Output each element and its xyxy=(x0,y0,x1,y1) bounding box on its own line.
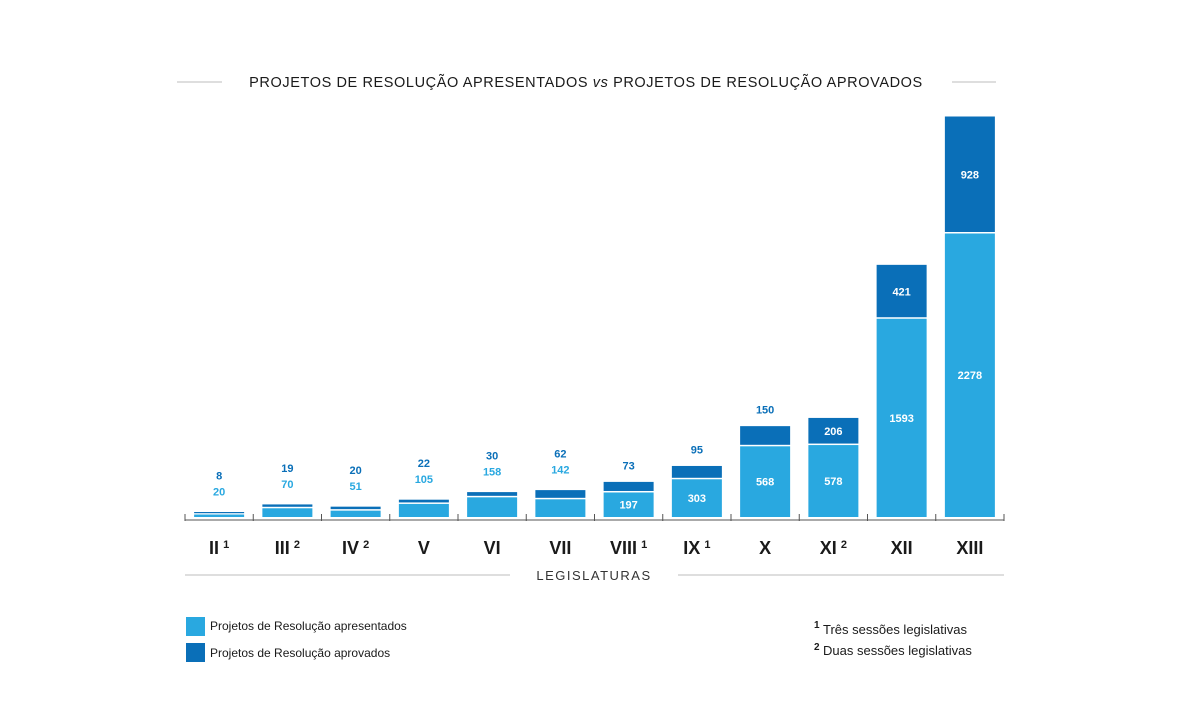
value-label-approved: 22 xyxy=(418,458,430,470)
legend-label-approved: Projetos de Resolução aprovados xyxy=(210,646,390,660)
bar-approved xyxy=(262,504,313,507)
value-label-presented: 105 xyxy=(415,474,433,486)
chart-title: PROJETOS DE RESOLUÇÃO APRESENTADOS vs PR… xyxy=(249,74,923,91)
legend-label-presented: Projetos de Resolução apresentados xyxy=(210,619,407,633)
footnote-2-marker: 2 xyxy=(814,642,820,653)
value-labels-group: 20 8 70 19 51 20 105 22 158 30 142 62 197 73 303 95 568 1… xyxy=(213,170,982,512)
category-label: X xyxy=(759,538,771,558)
bar-approved xyxy=(194,512,245,514)
footnote-1-text: Três sessões legislativas xyxy=(823,622,968,637)
category-label: V xyxy=(418,538,430,558)
value-label-approved: 150 xyxy=(756,405,774,417)
legend-swatch-approved xyxy=(186,643,205,662)
value-label-presented: 578 xyxy=(824,476,842,488)
bar-presented xyxy=(535,499,586,517)
bar-presented xyxy=(740,446,791,517)
bar-approved xyxy=(671,465,722,478)
value-label-approved: 20 xyxy=(350,465,362,477)
value-label-presented: 142 xyxy=(551,465,569,477)
value-label-approved: 30 xyxy=(486,451,498,463)
bar-presented xyxy=(330,510,381,517)
bar-approved xyxy=(808,417,859,444)
value-label-approved: 19 xyxy=(281,463,293,475)
bar-approved xyxy=(467,492,518,496)
category-label: IV 2 xyxy=(342,538,369,558)
bar-approved xyxy=(535,490,586,498)
category-labels-group: II 1 III 2 IV 2 V VI VII VIII 1 IX 1 X XI 2 XII XIII xyxy=(209,538,983,558)
value-label-presented: 197 xyxy=(619,500,637,512)
legend: Projetos de Resolução apresentados Proje… xyxy=(186,617,407,662)
value-label-approved: 206 xyxy=(824,426,842,438)
value-label-approved: 62 xyxy=(554,449,566,461)
value-label-presented: 51 xyxy=(350,481,362,493)
bar-presented xyxy=(808,445,859,517)
legend-swatch-presented xyxy=(186,617,205,636)
category-label: XIII xyxy=(956,538,983,558)
bar-presented xyxy=(944,233,995,517)
value-label-presented: 158 xyxy=(483,467,501,479)
bars-group xyxy=(194,116,995,517)
value-label-approved: 95 xyxy=(691,444,703,456)
footnote-1-marker: 1 xyxy=(814,620,820,631)
value-label-presented: 303 xyxy=(688,493,706,505)
category-label: XI 2 xyxy=(820,538,847,558)
value-label-presented: 20 xyxy=(213,487,225,499)
value-label-presented: 1593 xyxy=(889,413,913,425)
bar-approved xyxy=(603,481,654,491)
x-axis-title: LEGISLATURAS xyxy=(536,568,651,583)
category-label: VII xyxy=(549,538,571,558)
bar-presented xyxy=(467,497,518,517)
bar-approved xyxy=(876,264,927,318)
value-label-presented: 70 xyxy=(281,479,293,491)
footnote-2-text: Duas sessões legislativas xyxy=(823,643,972,658)
bar-presented xyxy=(671,479,722,517)
x-axis-ticks xyxy=(184,514,1005,521)
category-label: II 1 xyxy=(209,538,229,558)
bar-approved xyxy=(740,426,791,445)
value-label-approved: 928 xyxy=(961,170,979,182)
bar-presented xyxy=(262,508,313,517)
value-label-approved: 8 xyxy=(216,471,222,483)
bar-presented xyxy=(603,492,654,517)
value-label-approved: 421 xyxy=(892,287,910,299)
bar-presented xyxy=(194,514,245,517)
category-label: IX 1 xyxy=(683,538,710,558)
bar-presented xyxy=(398,503,449,517)
bar-approved xyxy=(398,499,449,503)
bar-approved xyxy=(330,506,381,510)
value-label-presented: 2278 xyxy=(958,370,982,382)
bar-presented xyxy=(876,318,927,517)
category-label: VI xyxy=(484,538,501,558)
category-label: XII xyxy=(891,538,913,558)
value-label-approved: 73 xyxy=(623,460,635,472)
value-label-presented: 568 xyxy=(756,477,774,489)
category-label: VIII 1 xyxy=(610,538,647,558)
category-label: III 2 xyxy=(275,538,300,558)
footnotes: 1 Três sessões legislativas 2 Duas sessõ… xyxy=(814,620,972,658)
bar-approved xyxy=(944,116,995,232)
